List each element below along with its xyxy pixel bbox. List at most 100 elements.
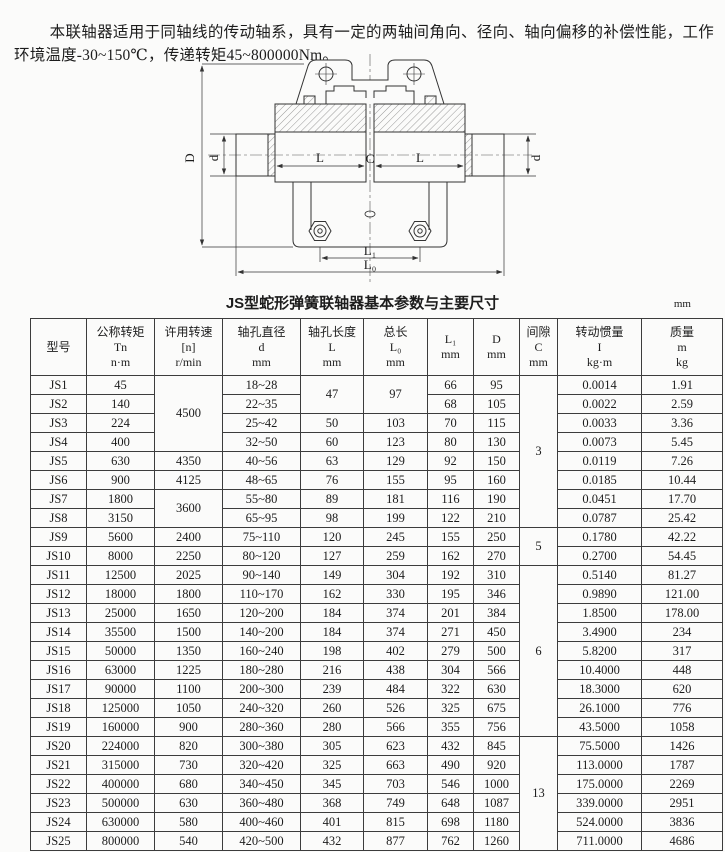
table-cell: 540 xyxy=(154,831,223,851)
header-line: mm xyxy=(441,347,460,361)
table-cell: 1000 xyxy=(473,774,520,794)
table-cell: 54.45 xyxy=(641,546,723,566)
table-cell: 32~50 xyxy=(222,432,301,452)
table-cell: 400~460 xyxy=(222,812,301,832)
table-row: JS25 800000 540 420~500 432 877 762 1260 711.000… xyxy=(30,831,723,851)
header-line: mm xyxy=(322,354,342,369)
header-line: L xyxy=(328,339,336,354)
table-cell: 400000 xyxy=(86,774,155,794)
table-row: JS14 35500 1500 140~200 184 374 271 450 3.4900 23… xyxy=(30,622,723,642)
table-cell: 110~170 xyxy=(222,584,301,604)
table-cell: 4125 xyxy=(154,470,223,490)
table-cell: 4500 xyxy=(154,375,223,452)
table-row: JS20 224000 820 300~380 305 623 432 845 13 75.500… xyxy=(30,736,723,851)
table-cell: 346 xyxy=(473,584,520,604)
table-cell: 76 xyxy=(300,470,364,490)
table-cell: 0.0451 xyxy=(557,489,642,509)
table-cell: 25.42 xyxy=(641,508,723,528)
table-cell: 900 xyxy=(154,717,223,737)
table-cell: 877 xyxy=(363,831,428,851)
table-cell: 127 xyxy=(300,546,364,566)
table-cell: 500000 xyxy=(86,793,155,813)
table-row: JS22 400000 680 340~450 345 703 546 1000 175.000… xyxy=(30,774,723,794)
table-cell: 160000 xyxy=(86,717,155,737)
header-cell: 质量 m kg xyxy=(641,318,723,376)
table-cell: 75~110 xyxy=(222,527,301,547)
table-cell: 175.0000 xyxy=(557,774,642,794)
table-cell: 125000 xyxy=(86,698,155,718)
table-cell: 749 xyxy=(363,793,428,813)
table-row: JS12 18000 1800 110~170 162 330 195 346 0.9890 12… xyxy=(30,584,723,604)
dimension-lines xyxy=(199,63,536,276)
table-cell: 566 xyxy=(473,660,520,680)
table-cell: 10.4000 xyxy=(557,660,642,680)
table-cell: 400 xyxy=(86,432,155,452)
table-cell: 105 xyxy=(473,394,520,414)
table-cell: 374 xyxy=(363,622,428,642)
table-cell: 698 xyxy=(427,812,474,832)
table-cell: 0.0014 xyxy=(557,375,642,395)
header-line: 质量 xyxy=(669,324,694,339)
table-cell: 0.5140 xyxy=(557,565,642,585)
table-cell: 800000 xyxy=(86,831,155,851)
table-cell: 703 xyxy=(363,774,428,794)
table-cell: 260 xyxy=(300,698,364,718)
table-cell: JS4 xyxy=(30,432,87,452)
table-cell: 0.0119 xyxy=(557,451,642,471)
table-cell: 325 xyxy=(300,755,364,775)
table-row: JS19 160000 900 280~360 280 566 355 756 43.5000 1… xyxy=(30,717,723,737)
header-line: 型号 xyxy=(46,339,71,354)
table-cell: 756 xyxy=(473,717,520,737)
table-cell: 10.44 xyxy=(641,470,723,490)
header-line: Tn xyxy=(113,339,128,354)
table-cell: 184 xyxy=(300,622,364,642)
table-cell: 1180 xyxy=(473,812,520,832)
table-cell: 546 xyxy=(427,774,474,794)
table-cell: 97 xyxy=(363,375,428,414)
intro-paragraph: 本联轴器适用于同轴线的传动轴系，具有一定的两轴间角向、径向、轴向偏移的补偿性能，… xyxy=(14,23,714,64)
table-cell: 55~80 xyxy=(222,489,301,509)
table-cell: JS15 xyxy=(30,641,87,661)
table-cell: 63000 xyxy=(86,660,155,680)
table-cell: 140 xyxy=(86,394,155,414)
table-cell: 45 xyxy=(86,375,155,395)
table-cell: 122 xyxy=(427,508,474,528)
table-cell: 711.0000 xyxy=(557,831,642,851)
table-cell: 181 xyxy=(363,489,428,509)
header-line: mm xyxy=(252,354,271,369)
header-line: D xyxy=(492,332,501,346)
table-cell: 0.2700 xyxy=(557,546,642,566)
table-cell: 116 xyxy=(427,489,474,509)
table-row: JS11 12500 2025 90~140 149 304 192 310 6 0.5140 81… xyxy=(30,565,723,737)
table-cell: 224 xyxy=(86,413,155,433)
table-cell: 0.9890 xyxy=(557,584,642,604)
dim-label-d-right: d xyxy=(528,154,543,161)
table-cell: 920 xyxy=(473,755,520,775)
table-cell: JS7 xyxy=(30,489,87,509)
table-cell: JS19 xyxy=(30,717,87,737)
table-cell: 1350 xyxy=(154,641,223,661)
table-cell: 155 xyxy=(427,527,474,547)
header-cell: 许用转速 [n] r/min xyxy=(154,318,223,376)
table-cell: 160 xyxy=(473,470,520,490)
table-cell: 484 xyxy=(363,679,428,699)
table-cell: 35500 xyxy=(86,622,155,642)
table-cell: 815 xyxy=(363,812,428,832)
table-cell: 115 xyxy=(473,413,520,433)
table-cell: 2.59 xyxy=(641,394,723,414)
table-cell: 432 xyxy=(300,831,364,851)
table-cell: 402 xyxy=(363,641,428,661)
table-cell: 18~28 xyxy=(222,375,301,395)
table-cell: 580 xyxy=(154,812,223,832)
table-cell: 345 xyxy=(300,774,364,794)
header-cell: 轴孔直径 d mm xyxy=(222,318,301,376)
table-row: JS5 630 4350 40~56 63 129 92 150 0.0119 7.26 xyxy=(30,451,723,471)
table-row: JS15 50000 1350 160~240 198 402 279 500 5.8200 31… xyxy=(30,641,723,661)
table-cell: JS24 xyxy=(30,812,87,832)
table-row: JS18 125000 1050 240~320 260 526 325 675 26.1000… xyxy=(30,698,723,718)
table-row: JS17 90000 1100 200~300 239 484 322 630 18.3000 6… xyxy=(30,679,723,699)
header-line: kg·m xyxy=(586,354,613,369)
